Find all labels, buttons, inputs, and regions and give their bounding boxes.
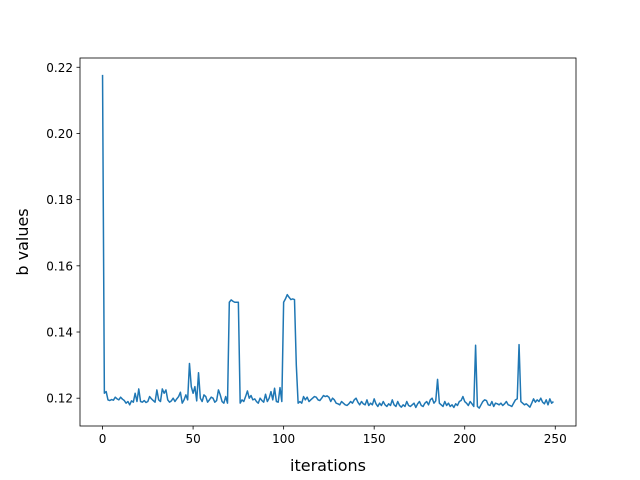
data-line <box>101 74 554 409</box>
y-tick-label: 0.12 <box>46 392 73 406</box>
x-tick-label: 50 <box>185 432 200 446</box>
y-axis-label: b values <box>13 208 32 275</box>
x-tick-label: 0 <box>99 432 107 446</box>
x-tick-label: 250 <box>544 432 567 446</box>
y-tick-label: 0.16 <box>46 259 73 273</box>
x-tick-label: 200 <box>453 432 476 446</box>
plot-frame <box>79 57 577 427</box>
x-tick-label: 150 <box>363 432 386 446</box>
y-tick-label: 0.20 <box>46 127 73 141</box>
x-axis-label: iterations <box>290 456 366 475</box>
y-tick-label: 0.18 <box>46 193 73 207</box>
y-tick-label: 0.14 <box>46 326 73 340</box>
y-tick-label: 0.22 <box>46 61 73 75</box>
x-tick-label: 100 <box>272 432 295 446</box>
